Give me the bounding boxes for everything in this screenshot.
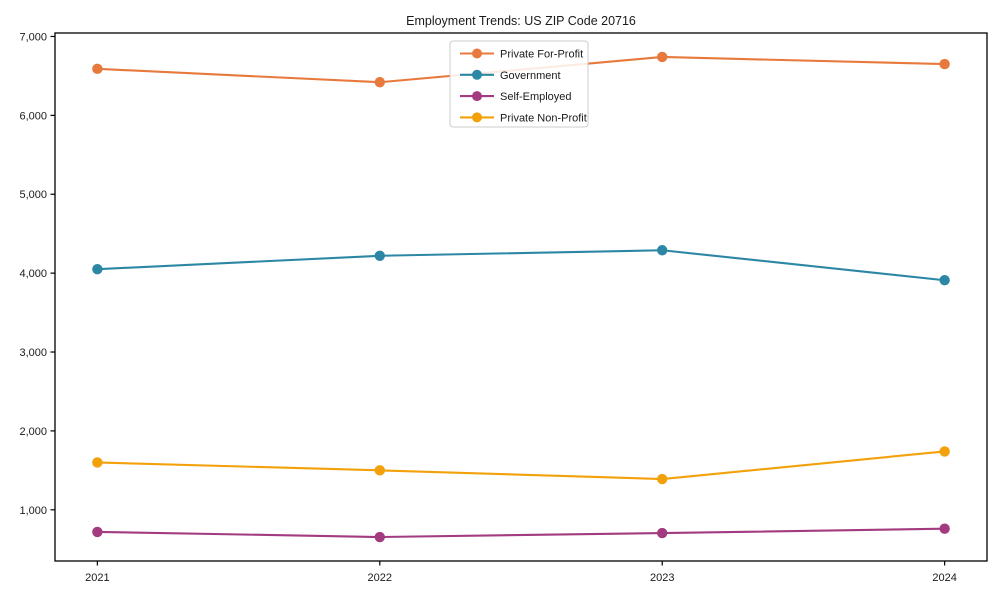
chart-title: Employment Trends: US ZIP Code 20716: [406, 14, 636, 28]
data-point-marker: [374, 531, 385, 543]
y-axis-tick-label: 3,000: [19, 347, 47, 359]
data-point-marker: [92, 63, 103, 75]
legend-label-government: Government: [500, 70, 561, 82]
legend-marker: [472, 48, 482, 59]
legend-label-self-employed: Self-Employed: [500, 91, 572, 103]
legend-marker: [472, 112, 482, 123]
y-axis-tick-label: 6,000: [19, 110, 47, 122]
series-line-private-non-profit: [97, 450, 945, 481]
legend-label-private-non-profit: Private Non-Profit: [500, 112, 587, 124]
axes-spines: [54, 32, 988, 562]
data-point-marker: [657, 51, 668, 63]
y-axis-tick-label: 1,000: [19, 505, 47, 517]
data-point-marker: [92, 457, 103, 468]
plot-area: 1,000 2,000 3,000 4,000 5,000 6,000 7,000 2021 2…: [19, 31, 988, 584]
series-line-government: [97, 249, 945, 282]
legend-box: [449, 40, 589, 128]
y-axis-tick-label: 2,000: [19, 426, 47, 438]
data-point-marker: [374, 250, 385, 261]
data-point-marker: [657, 245, 668, 256]
series-line-self-employed: [97, 527, 945, 539]
x-axis-tick-label: 2021: [85, 572, 109, 584]
legend-label-private-for-profit: Private For-Profit: [500, 49, 583, 61]
x-axis-tick-label: 2024: [932, 572, 956, 584]
data-point-marker: [92, 263, 103, 275]
y-axis-tick-label: 7,000: [19, 31, 47, 43]
data-point-marker: [657, 473, 668, 485]
data-point-marker: [92, 526, 103, 538]
y-axis-tick-label: 4,000: [19, 268, 47, 280]
data-point-marker: [657, 527, 668, 539]
x-axis-tick-label: 2022: [368, 572, 392, 584]
data-point-marker: [374, 77, 385, 88]
legend-marker: [472, 91, 482, 102]
y-axis-tick-label: 5,000: [19, 189, 47, 201]
legend: Private For-Profit Government Self-Employe…: [449, 40, 589, 128]
data-point-marker: [939, 275, 950, 286]
x-axis-tick-label: 2023: [650, 572, 674, 584]
data-point-marker: [939, 523, 950, 534]
legend-marker: [472, 69, 482, 80]
data-point-marker: [939, 446, 950, 457]
data-point-marker: [374, 465, 385, 476]
data-point-marker: [939, 58, 950, 70]
